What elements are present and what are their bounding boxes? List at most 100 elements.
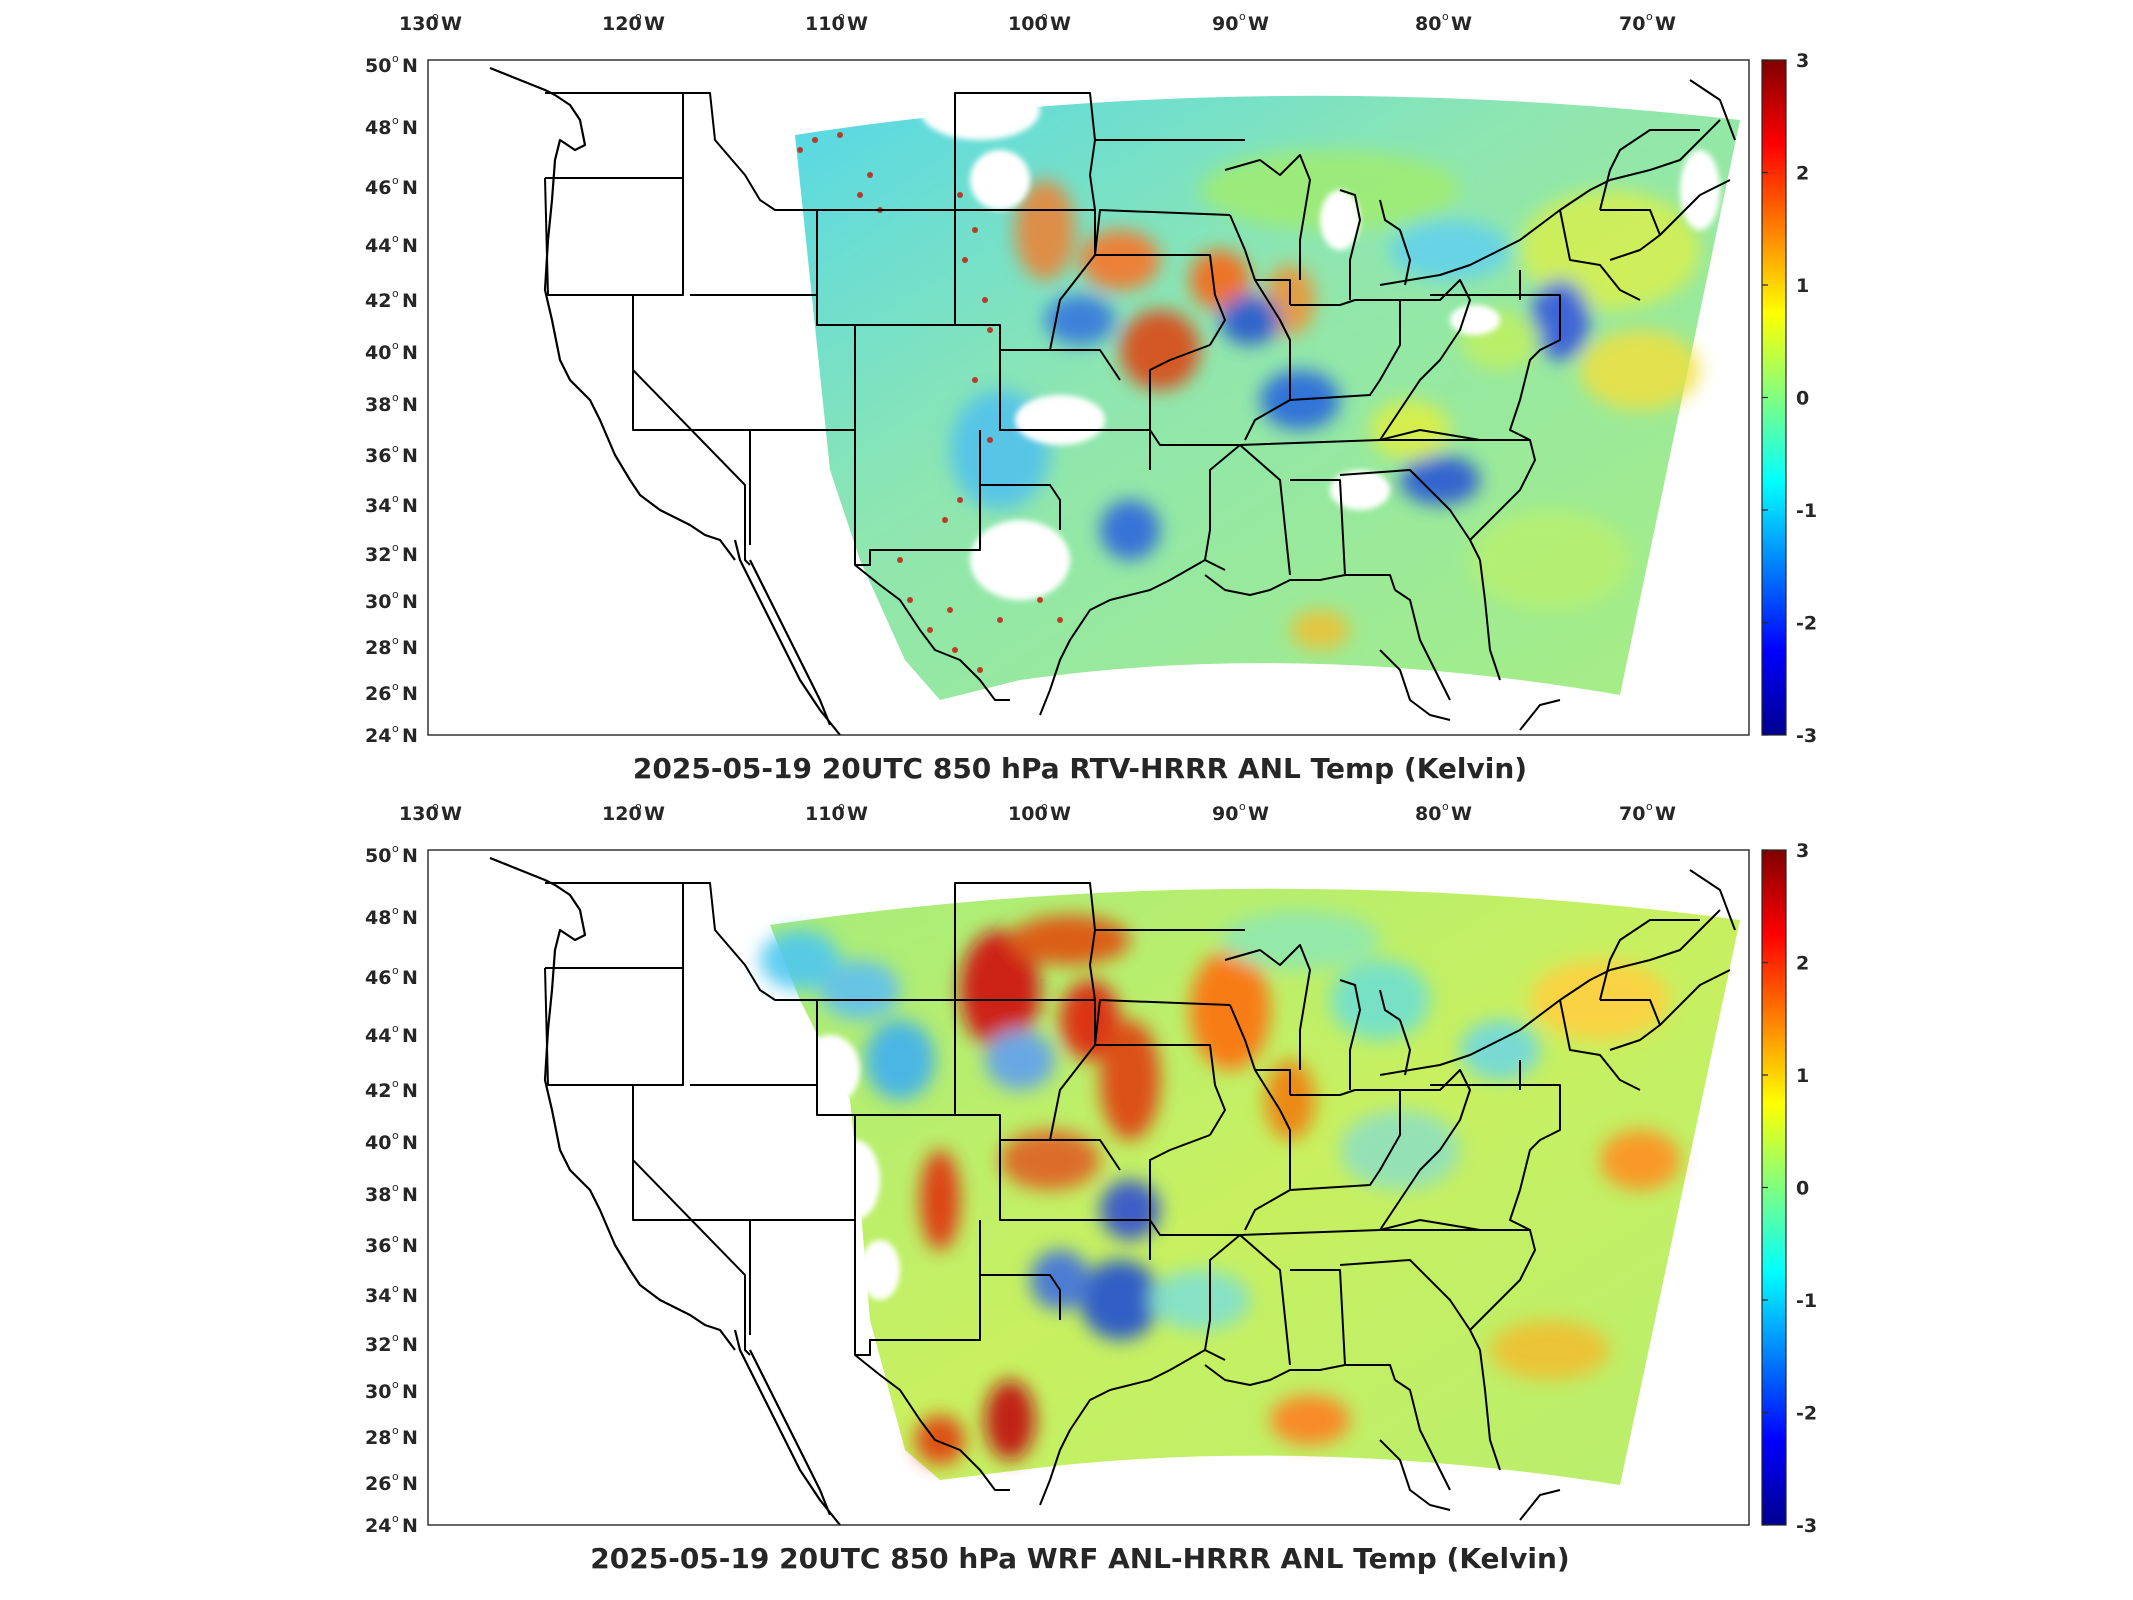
colorbar-tick-label: 2 <box>1796 163 1809 185</box>
svg-text:28: 28 <box>365 1427 391 1449</box>
svg-text:40: 40 <box>365 1132 391 1154</box>
svg-text:W: W <box>644 13 665 35</box>
svg-text:38: 38 <box>365 394 391 416</box>
svg-text:N: N <box>402 1381 418 1403</box>
svg-text:o: o <box>392 722 399 735</box>
svg-text:30: 30 <box>365 1381 391 1403</box>
svg-text:W: W <box>1655 803 1676 825</box>
colorbar-tick-label: -3 <box>1796 725 1817 747</box>
svg-text:50: 50 <box>365 845 391 867</box>
svg-text:o: o <box>392 964 399 977</box>
lat-tick-label: 42 o N <box>365 1077 418 1102</box>
svg-text:o: o <box>392 904 399 917</box>
colorbar-tick-label: -2 <box>1796 613 1817 635</box>
colorbar-tick-label: 3 <box>1796 50 1809 72</box>
svg-text:N: N <box>402 1473 418 1495</box>
svg-text:N: N <box>402 290 418 312</box>
svg-text:N: N <box>402 1235 418 1257</box>
svg-text:W: W <box>847 13 868 35</box>
map-frame-bottom <box>427 849 1750 1526</box>
svg-text:o: o <box>1442 800 1449 813</box>
lat-axis-top: 50 o N48 o N46 o N44 o N42 o N40 o N38 o N36 o N34 o N32 o N… <box>365 52 418 747</box>
svg-text:N: N <box>402 445 418 467</box>
lat-tick-label: 36 o N <box>365 442 418 467</box>
svg-text:o: o <box>392 1331 399 1344</box>
svg-text:42: 42 <box>365 1080 391 1102</box>
lat-tick-label: 46 o N <box>365 174 418 199</box>
svg-text:N: N <box>402 342 418 364</box>
svg-text:o: o <box>392 1424 399 1437</box>
lon-tick-label: 90 <box>1212 803 1238 825</box>
svg-text:W: W <box>1248 803 1269 825</box>
svg-text:32: 32 <box>365 1334 391 1356</box>
colorbar-top: 3 2 1 0 -1 -2 -3 <box>1761 50 1817 747</box>
svg-text:W: W <box>1451 13 1472 35</box>
svg-text:W: W <box>1451 803 1472 825</box>
panel-top: 130 o W 120 o W 110 o W 100 o W 90 o <box>0 0 2133 790</box>
svg-text:o: o <box>1239 800 1246 813</box>
svg-text:32: 32 <box>365 544 391 566</box>
panel-title: 2025-05-19 20UTC 850 hPa WRF ANL-HRRR AN… <box>590 1542 1569 1575</box>
svg-text:o: o <box>635 10 642 23</box>
colorbar-tick-label: 3 <box>1796 840 1809 862</box>
svg-text:o: o <box>1239 10 1246 23</box>
panel-title: 2025-05-19 20UTC 850 hPa RTV-HRRR ANL Te… <box>633 752 1527 785</box>
map-frame-top <box>427 59 1750 736</box>
svg-text:o: o <box>392 114 399 127</box>
lon-axis-bottom: 130 o W 120 o W 110 o W 100 o W 90 o <box>399 800 1676 825</box>
panel-bottom: 130 o W 120 o W 110 o W 100 o W 90 o <box>0 790 2133 1600</box>
svg-text:o: o <box>1041 10 1048 23</box>
lat-tick-label: 32 o N <box>365 1331 418 1356</box>
svg-text:o: o <box>838 10 845 23</box>
svg-text:38: 38 <box>365 1184 391 1206</box>
lat-tick-label: 26 o N <box>365 680 418 705</box>
lat-tick-label: 28 o N <box>365 634 418 659</box>
map-borders-top <box>489 66 1736 736</box>
svg-text:o: o <box>1646 10 1653 23</box>
lat-tick-label: 44 o N <box>365 1022 418 1047</box>
svg-text:o: o <box>392 391 399 404</box>
svg-text:44: 44 <box>365 1025 391 1047</box>
svg-text:N: N <box>402 1334 418 1356</box>
svg-text:W: W <box>644 803 665 825</box>
svg-text:o: o <box>392 492 399 505</box>
svg-text:o: o <box>392 1470 399 1483</box>
svg-text:o: o <box>392 588 399 601</box>
colorbar-tick-label: 0 <box>1796 1178 1809 1200</box>
lon-tick-label: 120 <box>602 13 642 35</box>
svg-text:o: o <box>432 800 439 813</box>
svg-text:N: N <box>402 235 418 257</box>
temperature-field-top <box>795 80 1740 701</box>
svg-text:40: 40 <box>365 342 391 364</box>
svg-text:o: o <box>392 52 399 65</box>
svg-text:26: 26 <box>365 1473 391 1495</box>
lon-tick-label: 80 <box>1415 13 1441 35</box>
lat-tick-label: 34 o N <box>365 1282 418 1307</box>
svg-text:o: o <box>392 1077 399 1090</box>
svg-text:N: N <box>402 1515 418 1537</box>
svg-text:o: o <box>392 1129 399 1142</box>
lat-tick-label: 30 o N <box>365 588 418 613</box>
svg-text:N: N <box>402 117 418 139</box>
lon-tick-label: 100 <box>1008 13 1048 35</box>
svg-text:34: 34 <box>365 1285 391 1307</box>
svg-text:o: o <box>635 800 642 813</box>
colorbar-tick-label: -2 <box>1796 1403 1817 1425</box>
svg-text:W: W <box>847 803 868 825</box>
temperature-field-bottom <box>760 888 1740 1485</box>
colorbar-tick-label: 0 <box>1796 388 1809 410</box>
lon-tick-label: 110 <box>805 803 845 825</box>
svg-text:N: N <box>402 725 418 747</box>
svg-text:o: o <box>1646 800 1653 813</box>
lat-tick-label: 26 o N <box>365 1470 418 1495</box>
colorbar-tick-label: 1 <box>1796 275 1809 297</box>
lat-tick-label: 32 o N <box>365 541 418 566</box>
svg-text:W: W <box>1655 13 1676 35</box>
svg-text:36: 36 <box>365 445 391 467</box>
svg-text:o: o <box>392 287 399 300</box>
lon-tick-label: 70 <box>1619 13 1645 35</box>
svg-text:o: o <box>392 339 399 352</box>
svg-text:48: 48 <box>365 117 391 139</box>
lon-tick-label: 130 <box>399 13 439 35</box>
